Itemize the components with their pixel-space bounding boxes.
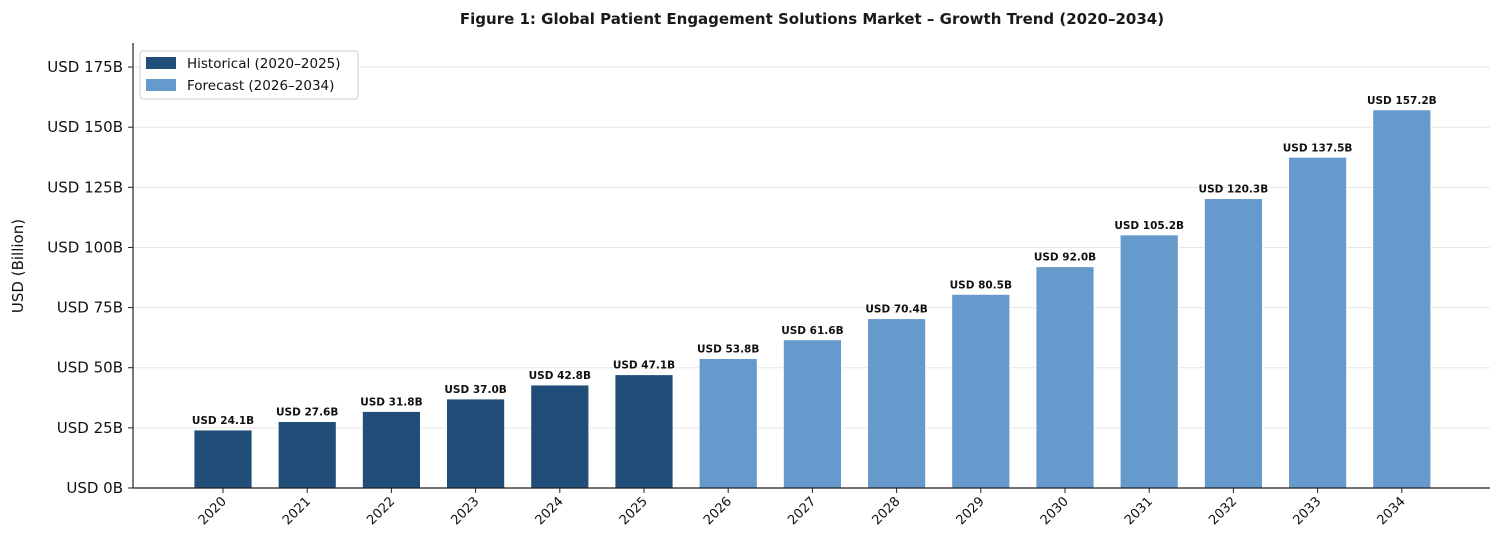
data-label-2033: USD 137.5B	[1283, 142, 1353, 154]
y-tick-label: USD 75B	[57, 299, 123, 317]
x-tick-label-2023: 2023	[448, 494, 482, 528]
data-label-2023: USD 37.0B	[444, 384, 506, 396]
y-tick-label: USD 175B	[47, 58, 123, 76]
data-label-2028: USD 70.4B	[865, 304, 927, 316]
x-axis-ticks: 2020 2021 2022 2023 2024 2025 2026 2027 2028 2029…	[196, 488, 1409, 528]
x-tick-label-2027: 2027	[785, 494, 819, 528]
data-label-2024: USD 42.8B	[529, 370, 591, 382]
bars	[193, 109, 1432, 489]
data-label-2034: USD 157.2B	[1367, 95, 1437, 107]
bar-2023	[446, 398, 506, 489]
y-tick-label: USD 150B	[47, 118, 123, 136]
chart-title: Figure 1: Global Patient Engagement Solu…	[460, 10, 1164, 28]
data-label-2020: USD 24.1B	[192, 415, 254, 427]
y-tick-label: USD 100B	[47, 238, 123, 256]
bar-2029	[951, 293, 1011, 489]
y-tick-label: USD 0B	[66, 479, 123, 497]
legend: Historical (2020–2025) Forecast (2026–20…	[139, 50, 359, 100]
x-tick-label-2028: 2028	[869, 494, 903, 528]
data-label-2025: USD 47.1B	[613, 360, 675, 372]
y-tick-label: USD 50B	[57, 359, 123, 377]
data-labels: USD 24.1B USD 27.6B USD 31.8B USD 37.0B USD …	[192, 95, 1437, 427]
bar-2027	[783, 339, 842, 489]
bar-2022	[361, 411, 421, 489]
bar-2026	[698, 358, 758, 489]
legend-swatch-forecast	[146, 79, 176, 91]
bar-2028	[867, 318, 926, 489]
x-tick-label-2024: 2024	[533, 494, 567, 528]
legend-label-forecast: Forecast (2026–2034)	[187, 78, 334, 94]
legend-frame	[139, 50, 359, 100]
x-tick-label-2032: 2032	[1206, 494, 1240, 528]
data-label-2026: USD 53.8B	[697, 344, 759, 356]
x-tick-label-2029: 2029	[954, 494, 988, 528]
x-tick-label-2034: 2034	[1375, 494, 1409, 528]
axes	[132, 43, 1490, 489]
data-label-2030: USD 92.0B	[1034, 252, 1096, 264]
x-tick-label-2026: 2026	[701, 494, 735, 528]
bar-2030	[1035, 266, 1095, 489]
data-label-2021: USD 27.6B	[276, 407, 338, 419]
bar-2021	[277, 421, 337, 489]
x-tick-label-2031: 2031	[1122, 494, 1156, 528]
bar-2031	[1119, 234, 1179, 489]
data-label-2031: USD 105.2B	[1114, 220, 1184, 232]
x-tick-label-2022: 2022	[364, 494, 398, 528]
gridlines	[133, 66, 1490, 429]
data-label-2029: USD 80.5B	[950, 279, 1012, 291]
bar-2020	[193, 429, 253, 489]
legend-label-historical: Historical (2020–2025)	[187, 56, 341, 72]
bar-2024	[530, 384, 590, 489]
x-tick-label-2033: 2033	[1290, 494, 1324, 528]
y-tick-label: USD 25B	[57, 419, 123, 437]
legend-swatch-historical	[146, 57, 176, 69]
bar-2033	[1288, 156, 1347, 489]
bar-2034	[1372, 109, 1432, 489]
bar-2032	[1204, 198, 1263, 489]
x-tick-label-2025: 2025	[617, 494, 651, 528]
x-tick-label-2020: 2020	[196, 494, 230, 528]
data-label-2027: USD 61.6B	[781, 325, 843, 337]
x-tick-label-2021: 2021	[280, 494, 314, 528]
bar-2025	[614, 374, 674, 489]
x-tick-label-2030: 2030	[1038, 494, 1072, 528]
data-label-2022: USD 31.8B	[360, 397, 422, 409]
data-label-2032: USD 120.3B	[1199, 184, 1269, 196]
y-axis-label: USD (Billion)	[9, 219, 27, 313]
y-axis-ticks: USD 0B USD 25B USD 50B USD 75B USD 100B USD 1…	[47, 58, 133, 497]
y-tick-label: USD 125B	[47, 178, 123, 196]
